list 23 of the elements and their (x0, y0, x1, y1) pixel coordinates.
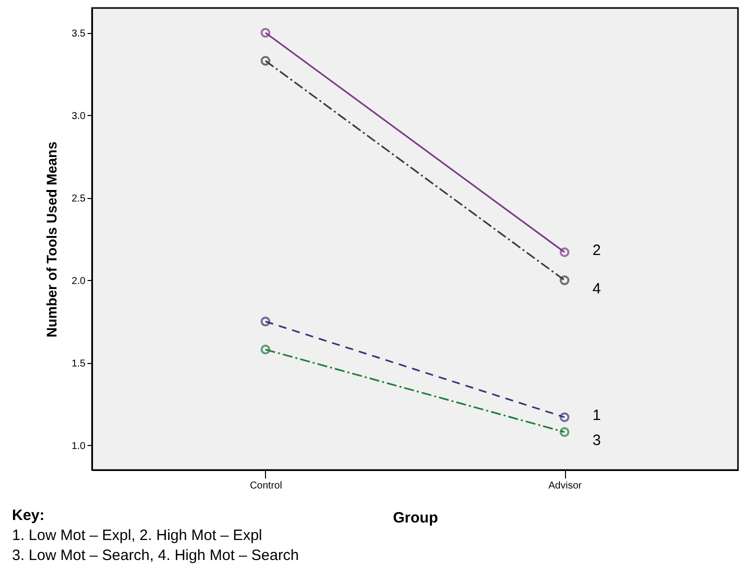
y-tick-label: 1.0 (72, 440, 86, 452)
point (260, 344, 270, 354)
y-axis-title: Number of Tools Used Means (44, 141, 60, 338)
text: 3. Low Mot – Search, 4. High Mot – Search (12, 547, 299, 564)
y-tick-label: 3.0 (72, 110, 86, 122)
series-label: 3 (592, 432, 601, 450)
point (560, 275, 570, 286)
series-label: 2 (592, 242, 601, 260)
y-tick-label: 3.5 (72, 28, 86, 40)
x-axis-title: Group (393, 510, 438, 526)
x-tick-label: Control (250, 480, 282, 492)
point (260, 56, 270, 66)
text: 1. Low Mot – Expl, 2. High Mot – Expl (12, 527, 262, 544)
point (560, 412, 570, 422)
series-label: 1 (592, 407, 601, 424)
point (560, 427, 570, 437)
point (260, 316, 270, 326)
y-tick-label: 2.5 (72, 193, 86, 204)
x-tick-label: Advisor (548, 480, 582, 492)
text: Key: (12, 507, 45, 524)
y-tick-label: 2.0 (72, 276, 86, 287)
y-tick-label: 1.5 (72, 358, 86, 370)
series-label: 4 (592, 280, 601, 298)
